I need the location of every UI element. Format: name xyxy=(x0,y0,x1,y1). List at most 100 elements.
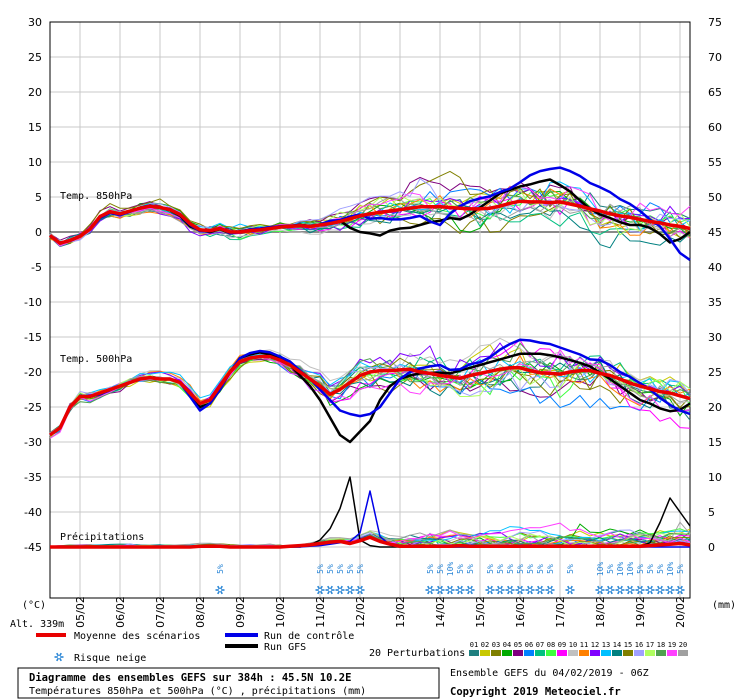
run-info: Ensemble GEFS du 04/02/2019 - 06Z xyxy=(450,668,649,679)
legend-pert-number: 16 xyxy=(635,641,643,649)
legend-pert-swatch xyxy=(480,650,490,656)
x-tick-label: 17/02 xyxy=(554,596,567,628)
legend-pert-swatch xyxy=(535,650,545,656)
snowflake-icon xyxy=(345,585,355,595)
y-left-tick-label: 20 xyxy=(28,86,42,99)
snow-risk-label-group: 5% xyxy=(636,564,645,574)
legend-pert-number: 13 xyxy=(602,641,610,649)
snowflake-icon xyxy=(485,585,495,595)
title-box xyxy=(17,667,440,699)
snow-risk-label: 5% xyxy=(426,564,435,574)
snow-risk-label: 5% xyxy=(516,564,525,574)
y-right-tick-label: 40 xyxy=(708,261,722,274)
snowflake-center xyxy=(638,588,642,592)
x-tick-label-group: 10/02 xyxy=(274,596,287,628)
mean-850-line xyxy=(48,199,691,245)
legend-pert-swatch xyxy=(502,650,512,656)
snow-risk-label: 5% xyxy=(486,564,495,574)
legend-pert-swatch xyxy=(491,650,501,656)
x-tick-label-group: 13/02 xyxy=(394,596,407,628)
y-right-tick-label: 45 xyxy=(708,226,722,239)
x-tick-label-group: 09/02 xyxy=(234,596,247,628)
legend-pert-number: 05 xyxy=(514,641,522,649)
y-right-tick-label: 35 xyxy=(708,296,722,309)
snowflake-icon xyxy=(445,585,455,595)
legend-pert-swatch xyxy=(590,650,600,656)
snow-risk-label-group: 10% xyxy=(446,562,455,577)
snowflake-center xyxy=(488,588,492,592)
snowflake-center xyxy=(448,588,452,592)
x-tick-label: 06/02 xyxy=(114,596,127,628)
pert-500-line xyxy=(49,354,691,434)
pert-500-line xyxy=(49,342,691,433)
y-right-unit: (mm) xyxy=(712,600,736,611)
y-left-tick-label: 15 xyxy=(28,121,42,134)
snowflake-icon xyxy=(315,585,325,595)
snow-risk-label: 5% xyxy=(536,564,545,574)
x-tick-label-group: 16/02 xyxy=(514,596,527,628)
snowflake-center xyxy=(548,588,552,592)
snowflake-icon xyxy=(505,585,515,595)
snow-risk-label-group: 5% xyxy=(326,564,335,574)
snowflake-icon xyxy=(635,585,645,595)
legend-pert-swatch xyxy=(634,650,644,656)
legend-pert-number: 03 xyxy=(492,641,500,649)
snow-risk-label: 5% xyxy=(316,564,325,574)
snow-risk-label-group: 5% xyxy=(546,564,555,574)
y-right-tick-label: 20 xyxy=(708,401,722,414)
snow-risk-label: 5% xyxy=(676,564,685,574)
x-tick-label-group: 18/02 xyxy=(594,596,607,628)
x-tick-label-group: 14/02 xyxy=(434,596,447,628)
snowflake-icon xyxy=(525,585,535,595)
snowflake-icon xyxy=(54,652,64,662)
pert-850-line xyxy=(49,177,691,243)
y-right-tick-label: 50 xyxy=(708,191,722,204)
snow-risk-label-group: 5% xyxy=(336,564,345,574)
y-left-tick-label: 5 xyxy=(35,191,42,204)
snowflake-icon xyxy=(355,585,365,595)
snow-risk-label: 5% xyxy=(506,564,515,574)
x-tick-label: 12/02 xyxy=(354,596,367,628)
mean-500-line xyxy=(48,354,691,437)
y-right-tick-label: 25 xyxy=(708,366,722,379)
legend-pert-number: 08 xyxy=(547,641,555,649)
altitude-label: Alt. 339m xyxy=(10,619,64,630)
snowflake-center xyxy=(358,588,362,592)
legend-pert-swatch xyxy=(678,650,688,656)
main-lines xyxy=(48,166,691,549)
snowflake-icon xyxy=(515,585,525,595)
x-tick-label: 15/02 xyxy=(474,596,487,628)
t500-label: Temp. 500hPa xyxy=(60,354,132,365)
snowflake-center xyxy=(618,588,622,592)
y-left-tick-label: -25 xyxy=(24,401,42,414)
snow-risk-label-group: 5% xyxy=(466,564,475,574)
snowflake-center xyxy=(218,588,222,592)
chart-subtitle: Températures 850hPa et 500hPa (°C) , pré… xyxy=(29,685,366,697)
snowflake-center xyxy=(648,588,652,592)
x-tick-label: 09/02 xyxy=(234,596,247,628)
snowflake-icon xyxy=(595,585,605,595)
x-tick-label-group: 07/02 xyxy=(154,596,167,628)
snowflake-icon xyxy=(335,585,345,595)
y-right-tick-label: 70 xyxy=(708,51,722,64)
snowflake-icon xyxy=(495,585,505,595)
snow-risk-label-group: 5% xyxy=(516,564,525,574)
legend-pert-number: 19 xyxy=(668,641,676,649)
snowflake-icon xyxy=(455,585,465,595)
snow-risk-label: 5% xyxy=(656,564,665,574)
legend-pert-swatch xyxy=(524,650,534,656)
x-tick-label: 08/02 xyxy=(194,596,207,628)
snowflake-center xyxy=(458,588,462,592)
x-tick-label: 16/02 xyxy=(514,596,527,628)
snowflake-center xyxy=(468,588,472,592)
y-left-tick-label: 25 xyxy=(28,51,42,64)
snow-risk-label-group: 5% xyxy=(496,564,505,574)
precip-label: Précipitations xyxy=(60,531,144,543)
x-tick-label: 20/02 xyxy=(674,596,687,628)
snow-risk-label: 5% xyxy=(546,564,555,574)
x-tick-label: 05/02 xyxy=(74,596,87,628)
snowflake-center xyxy=(428,588,432,592)
snow-risk-label-group: 5% xyxy=(216,564,225,574)
y-left-tick-label: -5 xyxy=(31,261,42,274)
snow-risk-label-group: 5% xyxy=(536,564,545,574)
